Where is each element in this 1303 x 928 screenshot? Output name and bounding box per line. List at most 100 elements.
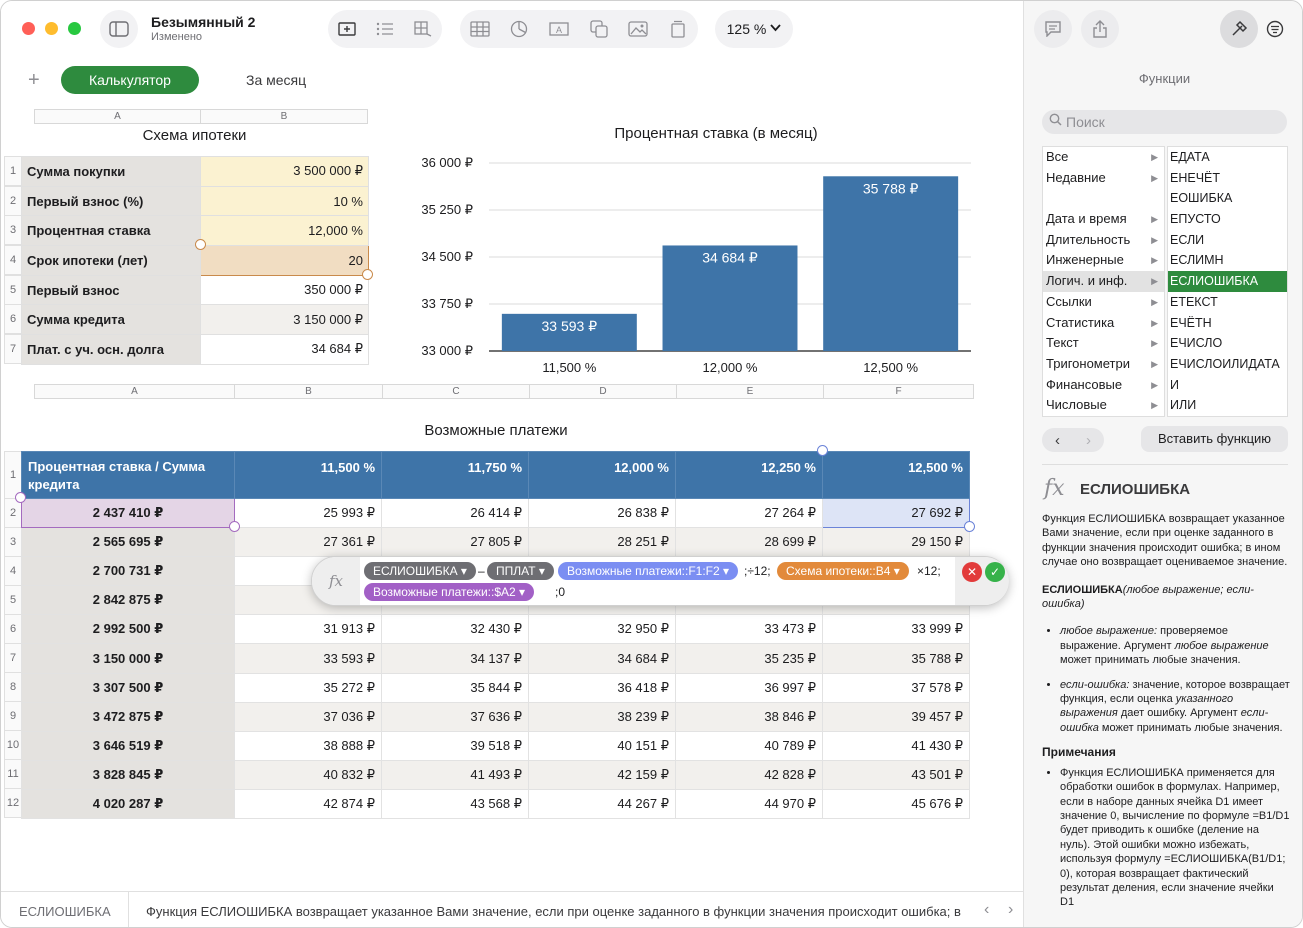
table-cell[interactable]: 44 267 ₽ xyxy=(528,788,676,820)
table-cell[interactable]: 37 036 ₽ xyxy=(234,701,382,732)
selection-handle[interactable] xyxy=(362,269,373,280)
category-item[interactable]: Длительность ▶ xyxy=(1043,230,1164,251)
row-label-selected[interactable]: 2 437 410 ₽ xyxy=(21,497,235,529)
row-label[interactable]: 3 828 845 ₽ xyxy=(21,759,235,790)
row-label[interactable]: Срок ипотеки (лет) xyxy=(21,245,201,276)
back-arrow-icon[interactable]: ‹ xyxy=(1055,431,1060,449)
table-cell[interactable]: 32 430 ₽ xyxy=(381,614,529,645)
row-header[interactable]: 3 xyxy=(4,215,22,245)
organize-icon[interactable] xyxy=(1256,10,1294,48)
row-label[interactable]: 4 020 287 ₽ xyxy=(21,788,235,820)
table-cell[interactable]: 42 828 ₽ xyxy=(675,759,823,790)
reference-token-rate[interactable]: Возможные платежи::F1:F2 ▾ xyxy=(558,562,739,580)
selection-handle[interactable] xyxy=(817,445,828,456)
function-item-selected[interactable]: ЕСЛИОШИБКА xyxy=(1168,271,1287,292)
close-window-button[interactable] xyxy=(22,22,35,35)
row-label[interactable]: Процентная ставка xyxy=(21,215,201,247)
category-item[interactable]: Инженерные ▶ xyxy=(1043,250,1164,271)
reference-token-amount[interactable]: Возможные платежи::$A2 ▾ xyxy=(364,583,535,601)
add-sheet-button[interactable]: + xyxy=(28,69,40,91)
table-cell[interactable]: 43 501 ₽ xyxy=(822,759,970,790)
row-header[interactable]: 1 xyxy=(4,156,22,186)
header-cell[interactable]: 11,750 % xyxy=(381,451,529,499)
zoom-dropdown[interactable]: 125 % xyxy=(715,10,793,48)
table-cell[interactable]: 36 997 ₽ xyxy=(675,672,823,703)
function-item[interactable]: ИЛИ xyxy=(1170,398,1197,413)
row-label[interactable]: 2 842 875 ₽ xyxy=(21,585,235,616)
row-header[interactable]: 5 xyxy=(4,585,22,615)
formula-editor[interactable]: fx ЕСЛИОШИБКА ▾ – ППЛАТ ▾ Возможные плат… xyxy=(311,556,1009,606)
row-label[interactable]: 3 307 500 ₽ xyxy=(21,672,235,703)
table-cell[interactable]: 36 418 ₽ xyxy=(528,672,676,703)
insert-function-button[interactable]: Вставить функцию xyxy=(1141,426,1288,452)
table-cell-selected[interactable]: 27 692 ₽ xyxy=(822,497,970,529)
header-cell-selected[interactable]: 12,500 % xyxy=(822,451,970,499)
table-cell[interactable]: 38 239 ₽ xyxy=(528,701,676,732)
selection-handle[interactable] xyxy=(15,492,26,503)
row-header[interactable]: 12 xyxy=(4,788,22,818)
share-icon[interactable] xyxy=(1081,10,1119,48)
column-header-b[interactable]: B xyxy=(200,109,368,124)
row-header[interactable]: 10 xyxy=(4,730,22,760)
cell-value[interactable]: 12,000 % xyxy=(200,215,369,247)
table-cell[interactable]: 38 888 ₽ xyxy=(234,730,382,761)
forward-arrow-icon[interactable]: › xyxy=(1086,431,1091,449)
comment-icon[interactable] xyxy=(1034,10,1072,48)
row-label[interactable]: 2 700 731 ₽ xyxy=(21,556,235,587)
table-cell[interactable]: 28 251 ₽ xyxy=(528,527,676,558)
column-header-b[interactable]: B xyxy=(234,384,383,399)
row-header[interactable]: 9 xyxy=(4,701,22,731)
table-icon[interactable] xyxy=(461,10,499,48)
function-item[interactable]: ЕСЛИ xyxy=(1170,232,1205,247)
row-label[interactable]: Сумма кредита xyxy=(21,304,201,336)
table-cell[interactable]: 42 874 ₽ xyxy=(234,788,382,820)
insert-icon[interactable] xyxy=(328,10,366,48)
function-item[interactable]: ЕНЕЧЁТ xyxy=(1170,170,1221,185)
function-token-pmt[interactable]: ППЛАТ ▾ xyxy=(487,562,554,580)
tab-calculator[interactable]: Калькулятор xyxy=(61,66,199,94)
selection-handle[interactable] xyxy=(195,239,206,250)
zoom-window-button[interactable] xyxy=(68,22,81,35)
function-item[interactable]: ЕПУСТО xyxy=(1170,212,1221,227)
header-cell[interactable]: 11,500 % xyxy=(234,451,382,499)
category-item[interactable]: Недавние ▶ xyxy=(1043,168,1164,189)
row-label[interactable]: 2 565 695 ₽ xyxy=(21,527,235,558)
category-item[interactable]: Статистика ▶ xyxy=(1043,313,1164,334)
column-header-e[interactable]: E xyxy=(676,384,824,399)
table-cell[interactable]: 31 913 ₽ xyxy=(234,614,382,645)
table-cell[interactable]: 29 150 ₽ xyxy=(822,527,970,558)
table-cell[interactable]: 37 578 ₽ xyxy=(822,672,970,703)
table-cell[interactable]: 27 361 ₽ xyxy=(234,527,382,558)
row-header[interactable]: 5 xyxy=(4,275,22,305)
function-token-iferror[interactable]: ЕСЛИОШИБКА ▾ xyxy=(364,562,476,580)
cell-value[interactable]: 10 % xyxy=(200,185,369,217)
category-item[interactable]: Все ▶ xyxy=(1043,147,1164,168)
category-item[interactable]: Ссылки ▶ xyxy=(1043,292,1164,313)
comment-box-icon[interactable] xyxy=(659,10,697,48)
row-label[interactable]: Сумма покупки xyxy=(21,156,201,187)
table-cell[interactable]: 41 493 ₽ xyxy=(381,759,529,790)
function-item[interactable]: ЕЧИСЛОИЛИДАТА xyxy=(1170,356,1280,371)
table-cell[interactable]: 37 636 ₽ xyxy=(381,701,529,732)
column-header-a[interactable]: A xyxy=(34,384,235,399)
shape-icon[interactable] xyxy=(580,10,618,48)
selection-handle[interactable] xyxy=(964,521,975,532)
cancel-formula-button[interactable]: ✕ xyxy=(962,562,982,582)
function-item[interactable]: ЕСЛИМН xyxy=(1170,253,1224,268)
column-header-f[interactable]: F xyxy=(823,384,974,399)
table-cell[interactable]: 25 993 ₽ xyxy=(234,497,382,529)
column-header-d[interactable]: D xyxy=(529,384,677,399)
table-cell[interactable]: 39 457 ₽ xyxy=(822,701,970,732)
function-item[interactable]: ЕОШИБКА xyxy=(1170,191,1233,206)
function-item[interactable]: И xyxy=(1170,377,1179,392)
table-cell[interactable]: 34 137 ₽ xyxy=(381,643,529,674)
table-cell[interactable]: 44 970 ₽ xyxy=(675,788,823,820)
row-header[interactable]: 8 xyxy=(4,672,22,702)
sidebar-toggle-button[interactable] xyxy=(100,10,138,48)
row-label[interactable]: Первый взнос xyxy=(21,274,201,306)
table-cell[interactable]: 40 151 ₽ xyxy=(528,730,676,761)
row-header[interactable]: 6 xyxy=(4,614,22,644)
table-cell[interactable]: 33 999 ₽ xyxy=(822,614,970,645)
table-cell[interactable]: 27 264 ₽ xyxy=(675,497,823,529)
header-cell[interactable]: 12,250 % xyxy=(675,451,823,499)
